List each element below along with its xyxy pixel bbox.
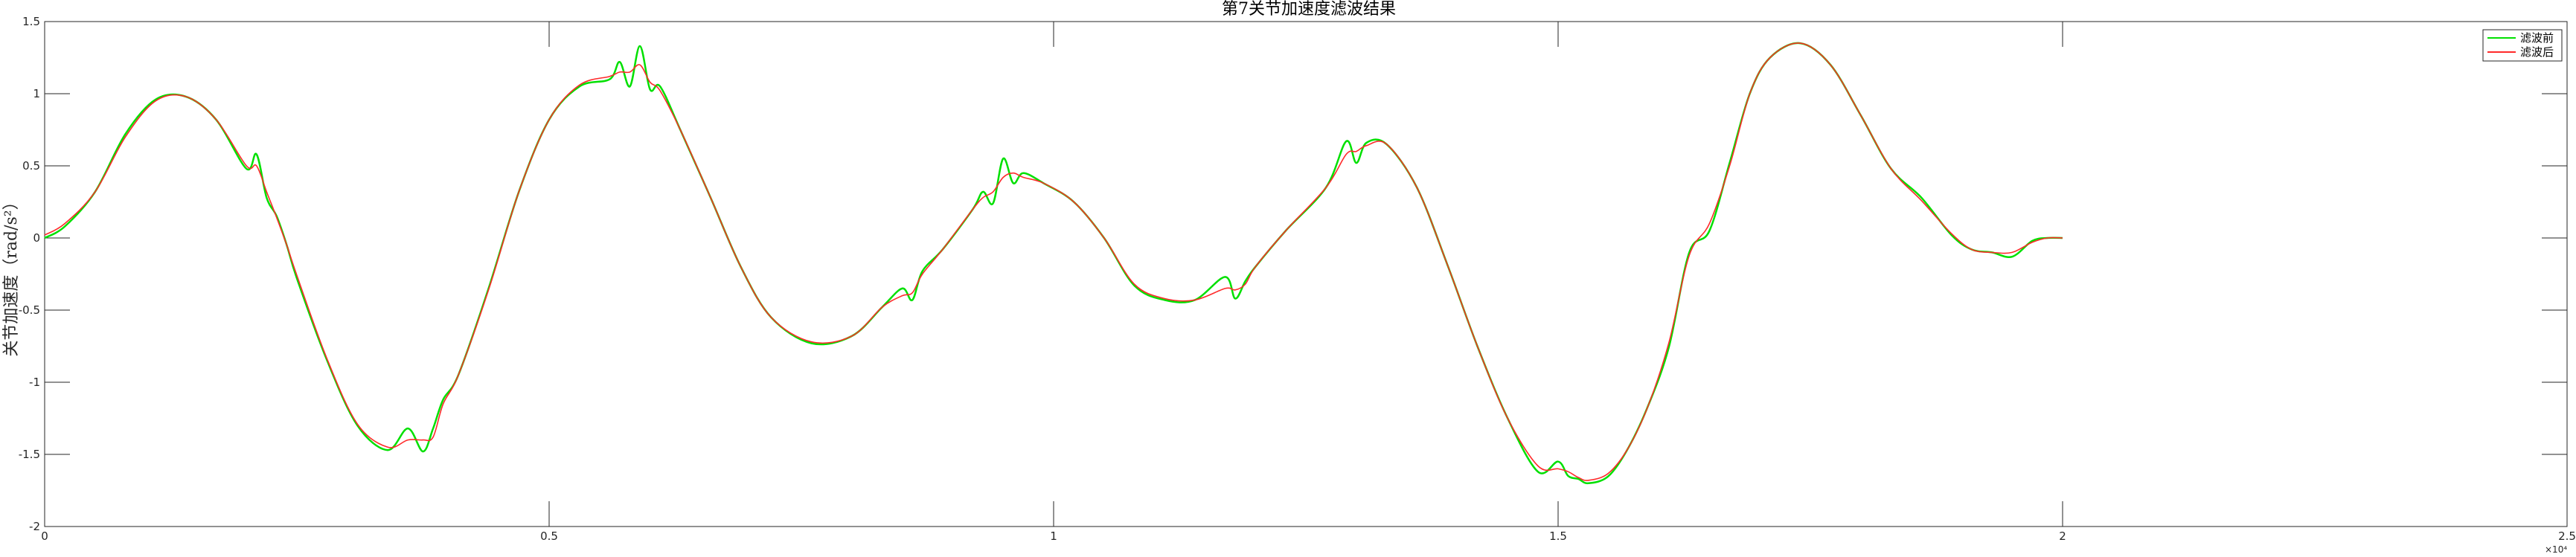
axis-tick-labels: 0 0.5 1 1.5 2 2.5 1.5 1 0.5 0 -0.5 -1 -1.5 -2 <box>19 15 2576 543</box>
x-tick-label: 2 <box>2059 529 2066 543</box>
x-exponent-label: ×10⁴ <box>2545 544 2567 555</box>
chart-title: 第7关节加速度滤波结果 <box>1222 0 1396 19</box>
y-axis-label: 关节加速度（rad/s²） <box>2 193 21 356</box>
series-layer <box>44 42 2063 485</box>
legend-box <box>2482 29 2563 62</box>
legend-label-before: 滤波前 <box>2520 31 2554 45</box>
x-tick-label: 0 <box>41 529 48 543</box>
y-tick-label: 1.5 <box>22 15 40 28</box>
y-tick-label: -1.5 <box>19 448 40 461</box>
series-line-after-filter <box>44 42 2063 481</box>
x-tick-label: 1.5 <box>1549 529 1567 543</box>
legend-label-after: 滤波后 <box>2520 45 2554 59</box>
y-tick-label: -1 <box>29 376 40 389</box>
y-tick-label: 0.5 <box>22 159 40 173</box>
plot-area <box>44 21 2568 527</box>
y-tick-label: 0 <box>33 231 40 245</box>
series-line-before-filter <box>44 42 2063 485</box>
y-tick-label: -0.5 <box>19 303 40 317</box>
x-tick-label: 1 <box>1050 529 1057 543</box>
x-tick-label: 0.5 <box>540 529 558 543</box>
legend: 滤波前 滤波后 <box>2482 29 2563 62</box>
y-tick-label: -2 <box>29 520 40 533</box>
axis-ticks <box>44 21 2568 527</box>
y-tick-label: 1 <box>33 87 40 100</box>
x-tick-label: 2.5 <box>2558 529 2576 543</box>
